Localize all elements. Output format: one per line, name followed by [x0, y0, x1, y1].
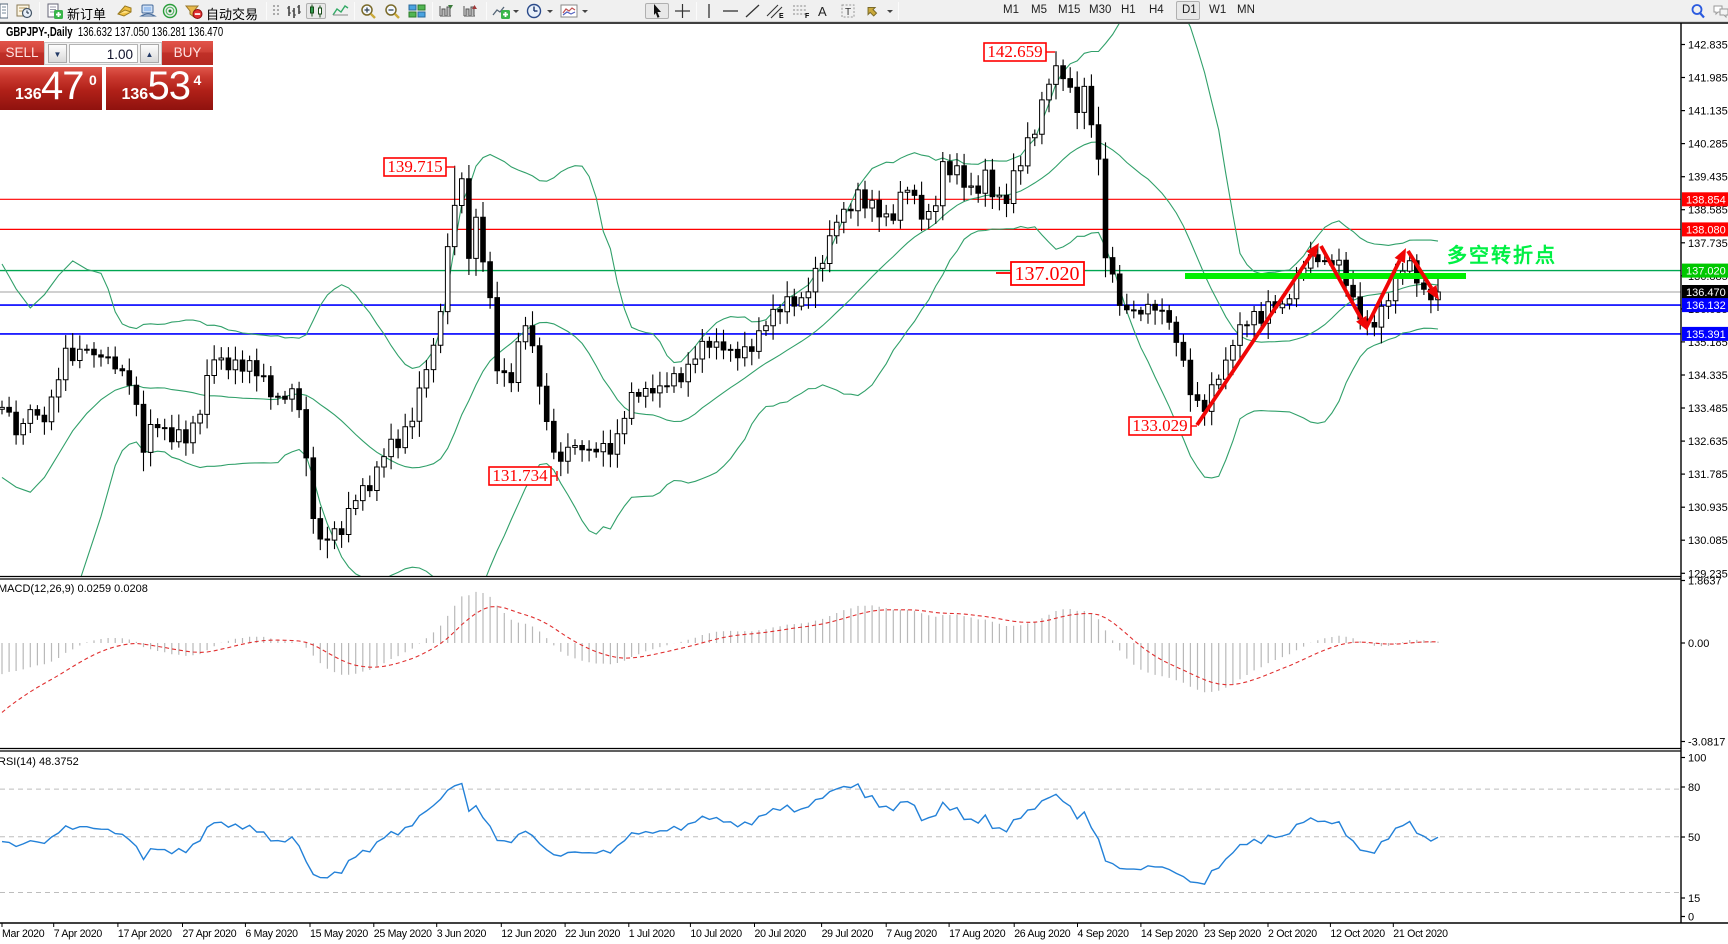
svg-text:1 Jul 2020: 1 Jul 2020	[629, 928, 675, 940]
svg-text:F: F	[805, 13, 810, 19]
svg-text:140.285: 140.285	[1688, 139, 1728, 151]
svg-text:15 May 2020: 15 May 2020	[310, 928, 368, 940]
svg-text:多空转折点: 多空转折点	[1447, 243, 1557, 267]
svg-text:22 Jun 2020: 22 Jun 2020	[565, 928, 620, 940]
svg-text:134.335: 134.335	[1688, 370, 1728, 382]
svg-text:129.235: 129.235	[1688, 568, 1728, 580]
svg-text:138.585: 138.585	[1688, 205, 1728, 217]
svg-text:26 Aug 2020: 26 Aug 2020	[1014, 928, 1071, 940]
svg-text:136.470: 136.470	[1686, 287, 1726, 299]
svg-text:-3.0817: -3.0817	[1688, 737, 1725, 749]
svg-text:RSI(14) 48.3752: RSI(14) 48.3752	[0, 756, 79, 768]
svg-text:T: T	[845, 7, 851, 18]
svg-text:4 Sep 2020: 4 Sep 2020	[1078, 928, 1130, 940]
svg-text:50: 50	[1688, 832, 1700, 844]
svg-text:27 Apr 2020: 27 Apr 2020	[183, 928, 237, 940]
svg-text:137.735: 137.735	[1688, 238, 1728, 250]
svg-text:131.734: 131.734	[492, 466, 548, 485]
svg-text:17 Aug 2020: 17 Aug 2020	[949, 928, 1006, 940]
svg-text:7 Aug 2020: 7 Aug 2020	[886, 928, 937, 940]
svg-text:138.080: 138.080	[1686, 224, 1726, 236]
svg-text:141.985: 141.985	[1688, 73, 1728, 85]
svg-text:15: 15	[1688, 893, 1700, 905]
svg-text:Mar 2020: Mar 2020	[2, 928, 45, 940]
svg-text:137.020: 137.020	[1015, 263, 1080, 285]
svg-text:142.659: 142.659	[987, 42, 1042, 61]
svg-text:12 Jun 2020: 12 Jun 2020	[501, 928, 556, 940]
svg-text:6 May 2020: 6 May 2020	[245, 928, 298, 940]
svg-text:29 Jul 2020: 29 Jul 2020	[822, 928, 874, 940]
svg-text:12 Oct 2020: 12 Oct 2020	[1330, 928, 1385, 940]
svg-text:2 Oct 2020: 2 Oct 2020	[1268, 928, 1317, 940]
svg-text:7 Apr 2020: 7 Apr 2020	[54, 928, 103, 940]
svg-text:21 Oct 2020: 21 Oct 2020	[1393, 928, 1448, 940]
svg-text:20 Jul 2020: 20 Jul 2020	[755, 928, 807, 940]
svg-text:23 Sep 2020: 23 Sep 2020	[1204, 928, 1261, 940]
svg-text:141.135: 141.135	[1688, 106, 1728, 118]
svg-text:142.835: 142.835	[1688, 40, 1728, 52]
svg-text:138.854: 138.854	[1686, 194, 1726, 206]
svg-text:135.391: 135.391	[1686, 329, 1726, 341]
svg-text:17 Apr 2020: 17 Apr 2020	[118, 928, 172, 940]
svg-text:139.435: 139.435	[1688, 172, 1728, 184]
svg-text:139.715: 139.715	[387, 157, 442, 176]
svg-text:131.785: 131.785	[1688, 469, 1728, 481]
svg-text:10 Jul 2020: 10 Jul 2020	[690, 928, 742, 940]
svg-text:1.8637: 1.8637	[1688, 576, 1722, 588]
svg-text:0: 0	[1688, 912, 1694, 924]
svg-text:137.020: 137.020	[1686, 266, 1726, 278]
svg-text:130.935: 130.935	[1688, 502, 1728, 514]
svg-text:133.029: 133.029	[1132, 416, 1187, 435]
svg-text:0.00: 0.00	[1688, 638, 1709, 650]
svg-text:130.085: 130.085	[1688, 535, 1728, 547]
svg-text:E: E	[779, 13, 784, 19]
svg-text:136.132: 136.132	[1686, 300, 1726, 312]
svg-text:100: 100	[1688, 753, 1706, 765]
svg-text:133.485: 133.485	[1688, 403, 1728, 415]
svg-text:25 May 2020: 25 May 2020	[374, 928, 432, 940]
svg-text:80: 80	[1688, 782, 1700, 794]
svg-text:MACD(12,26,9) 0.0259 0.0208: MACD(12,26,9) 0.0259 0.0208	[0, 583, 148, 595]
svg-text:3 Jun 2020: 3 Jun 2020	[437, 928, 487, 940]
svg-text:132.635: 132.635	[1688, 436, 1728, 448]
svg-text:14 Sep 2020: 14 Sep 2020	[1141, 928, 1198, 940]
